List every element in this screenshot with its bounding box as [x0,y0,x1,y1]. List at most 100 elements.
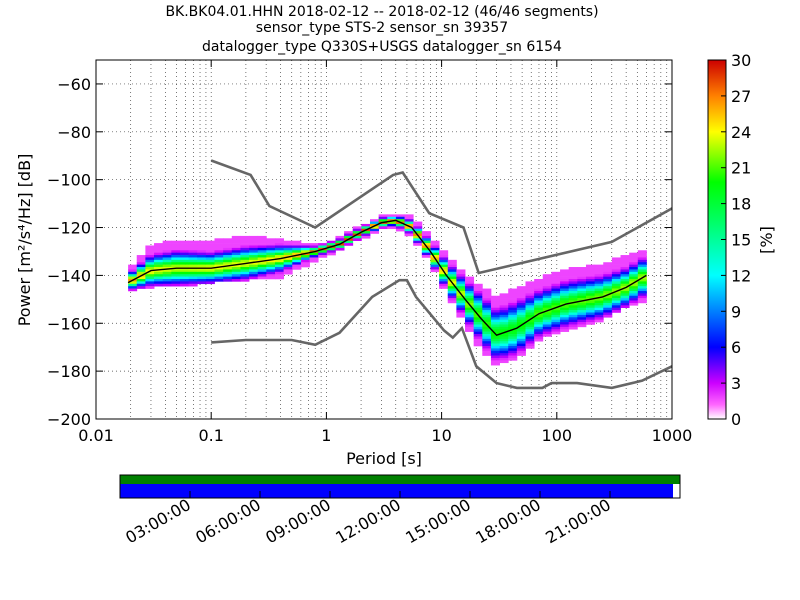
heatmap-cell [620,278,630,282]
heatmap-cell [214,276,224,280]
heatmap-cell [249,262,259,265]
heatmap-cell [292,259,302,263]
heatmap-cell [439,281,449,285]
heatmap-cell [128,274,138,277]
heatmap-cell [560,329,570,332]
heatmap-cell [352,235,362,239]
heatmap-cell [205,257,215,261]
heatmap-cell [620,264,630,268]
heatmap-cell [171,283,181,287]
heatmap-cell [171,276,181,280]
heatmap-cell [508,288,518,292]
heatmap-cell [188,247,198,251]
heatmap-cell [568,307,578,311]
heatmap-cell [508,357,518,361]
heatmap-cell [637,293,647,297]
heatmap-cell [525,341,535,344]
heatmap-cell [629,276,639,280]
heatmap-cell [378,226,388,230]
heatmap-cell [300,255,310,258]
heatmap-cell [516,319,526,323]
heatmap-cell [482,295,492,299]
heatmap-cell [395,228,405,232]
heatmap-cell [378,214,388,218]
heatmap-cell [603,286,613,289]
heatmap-cell [637,288,647,292]
heatmap-cell [525,288,535,292]
heatmap-cell [413,243,423,246]
heatmap-cell [197,281,207,285]
heatmap-cell [136,257,146,261]
heatmap-cell [560,319,570,323]
heatmap-cell [231,243,241,246]
heatmap-cell [534,288,544,292]
heatmap-cell [585,305,596,309]
heatmap-cell [629,298,639,301]
heatmap-cell [516,298,526,301]
heatmap-cell [231,247,241,251]
heatmap-cell [154,271,164,275]
time-tick-label: 18:00:00 [472,495,544,547]
heatmap-cell [197,257,207,261]
colorbar-tick-label: 6 [731,338,741,357]
heatmap-cell [534,326,544,330]
heatmap-cell [482,348,492,352]
heatmap-cell [154,267,164,270]
heatmap-cell [594,317,604,320]
heatmap-cell [205,262,215,265]
heatmap-cell [577,269,587,273]
heatmap-cell [585,286,596,289]
heatmap-cell [179,257,189,261]
heatmap-cell [430,262,440,265]
heatmap-cell [516,305,526,309]
heatmap-cell [473,312,483,316]
heatmap-cell [257,276,267,280]
heatmap-cell [447,293,457,297]
heatmap-cell [231,267,241,270]
heatmap-cell [482,353,492,356]
heatmap-cell [637,300,647,304]
heatmap-cell [370,226,380,230]
heatmap-cell [516,300,526,304]
heatmap-cell [179,278,189,282]
heatmap-cell [162,252,172,256]
heatmap-cell [370,219,380,222]
heatmap-cell [577,281,587,285]
heatmap-cell [352,231,362,234]
heatmap-cell [223,250,233,253]
heatmap-cell [361,235,371,239]
heatmap-cell [188,255,198,258]
time-tick-label: 15:00:00 [402,495,474,547]
heatmap-cell [214,240,224,244]
heatmap-cell [534,334,544,337]
heatmap-cell [439,250,449,253]
heatmap-cell [154,259,164,263]
heatmap-cell [223,269,233,273]
heatmap-cell [551,312,561,316]
heatmap-cell [508,331,518,335]
heatmap-cell [136,281,146,285]
time-tick-label: 09:00:00 [262,495,334,547]
heatmap-cell [257,245,267,249]
heatmap-cell [378,219,388,222]
colorbar-tick-label: 30 [731,51,751,70]
heatmap-cell [249,259,259,263]
heatmap-cell [525,331,535,335]
heatmap-cell [145,262,155,265]
heatmap-cell [508,293,518,297]
heatmap-cell [499,343,509,347]
noise-model-curve-2 [211,278,673,390]
heatmap-cell [266,271,276,275]
heatmap-cell [430,245,440,249]
heatmap-cell [482,346,492,349]
heatmap-cell [154,245,164,249]
heatmap-cell [482,350,492,354]
heatmap-cell [577,290,587,294]
heatmap-cell [611,269,621,273]
heatmap-cell [542,290,552,294]
heatmap-cell [594,269,604,273]
heatmap-cell [516,288,526,292]
heatmap-cell [326,240,336,244]
heatmap-cell [560,290,570,294]
heatmap-cell [577,293,587,297]
